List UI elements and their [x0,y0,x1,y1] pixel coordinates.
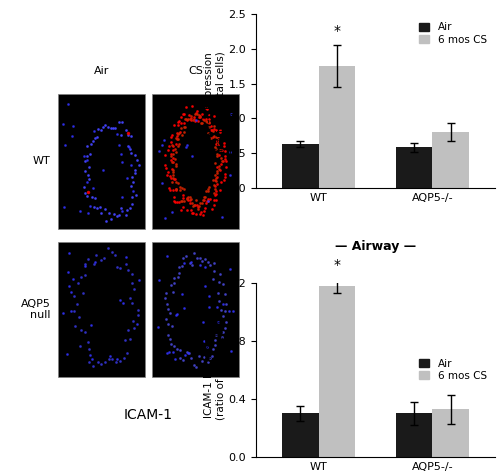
Legend: Air, 6 mos CS: Air, 6 mos CS [416,19,490,48]
Bar [282,414,319,457]
Text: Air: Air [94,66,109,76]
Bar [318,286,355,457]
Bar [432,132,469,188]
Bar [318,66,355,188]
Text: WT: WT [32,156,50,166]
Bar [396,414,432,457]
FancyBboxPatch shape [58,94,145,229]
Bar [396,147,432,188]
Y-axis label: ICAM-1 Expression
(ratio of total cells): ICAM-1 Expression (ratio of total cells) [204,320,226,420]
Bar [282,144,319,188]
Legend: Air, 6 mos CS: Air, 6 mos CS [416,356,490,384]
Text: CS: CS [188,66,203,76]
Text: — Airway —: — Airway — [335,240,416,253]
Text: *: * [334,258,340,272]
Text: ICAM-1: ICAM-1 [124,408,173,422]
Text: AQP5
null: AQP5 null [20,299,50,320]
Text: *: * [334,24,340,39]
Bar [432,409,469,457]
FancyBboxPatch shape [152,242,239,377]
FancyBboxPatch shape [58,242,145,377]
Y-axis label: ICAM-1 Expression
(ratio of total cells): ICAM-1 Expression (ratio of total cells) [204,51,226,151]
FancyBboxPatch shape [152,94,239,229]
